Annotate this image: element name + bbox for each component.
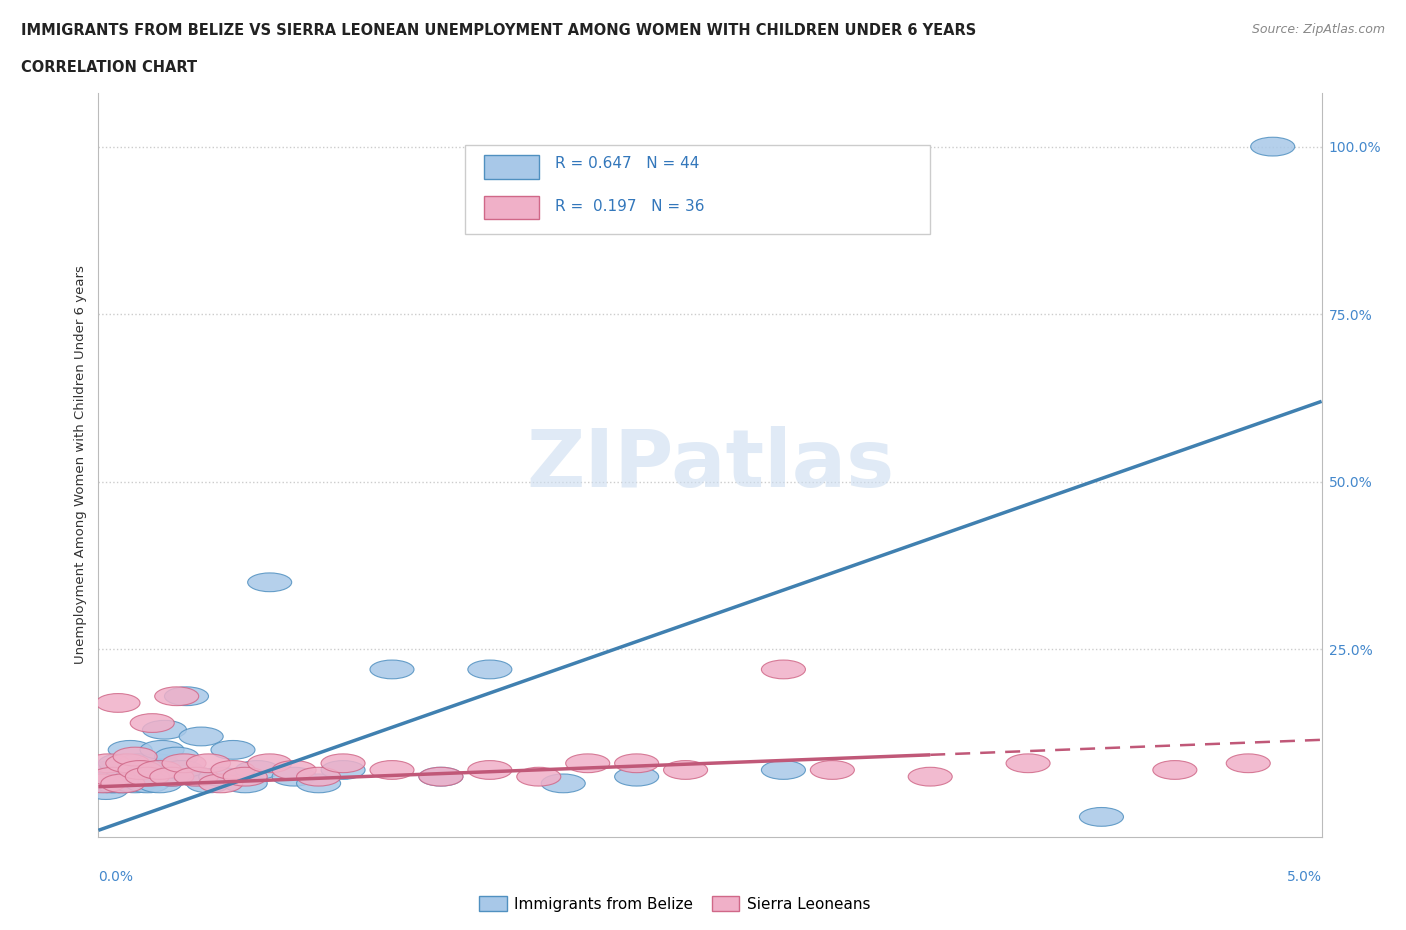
- Ellipse shape: [101, 774, 145, 792]
- Ellipse shape: [131, 761, 174, 779]
- Ellipse shape: [1007, 754, 1050, 773]
- Ellipse shape: [112, 747, 157, 766]
- Ellipse shape: [91, 767, 135, 786]
- Ellipse shape: [155, 687, 198, 706]
- Ellipse shape: [565, 754, 610, 773]
- Ellipse shape: [82, 774, 125, 792]
- Text: R = 0.647   N = 44: R = 0.647 N = 44: [555, 156, 699, 171]
- Ellipse shape: [908, 767, 952, 786]
- Ellipse shape: [1080, 807, 1123, 826]
- Ellipse shape: [370, 660, 413, 679]
- Ellipse shape: [614, 767, 658, 786]
- Ellipse shape: [273, 767, 316, 786]
- FancyBboxPatch shape: [484, 154, 538, 179]
- Ellipse shape: [155, 747, 198, 766]
- Ellipse shape: [141, 740, 184, 759]
- Ellipse shape: [150, 767, 194, 786]
- Ellipse shape: [297, 774, 340, 792]
- Ellipse shape: [125, 774, 169, 792]
- Ellipse shape: [273, 761, 316, 779]
- Ellipse shape: [321, 754, 366, 773]
- Ellipse shape: [165, 687, 208, 706]
- Ellipse shape: [198, 767, 243, 786]
- Ellipse shape: [297, 767, 340, 786]
- Ellipse shape: [762, 660, 806, 679]
- Ellipse shape: [235, 761, 280, 779]
- Text: IMMIGRANTS FROM BELIZE VS SIERRA LEONEAN UNEMPLOYMENT AMONG WOMEN WITH CHILDREN : IMMIGRANTS FROM BELIZE VS SIERRA LEONEAN…: [21, 23, 976, 38]
- Ellipse shape: [105, 754, 150, 773]
- Ellipse shape: [198, 774, 243, 792]
- Ellipse shape: [179, 727, 224, 746]
- Ellipse shape: [321, 761, 366, 779]
- Ellipse shape: [135, 754, 179, 773]
- Ellipse shape: [98, 754, 142, 773]
- Ellipse shape: [762, 761, 806, 779]
- FancyBboxPatch shape: [465, 145, 931, 234]
- Ellipse shape: [468, 660, 512, 679]
- Ellipse shape: [94, 774, 138, 792]
- Ellipse shape: [101, 774, 145, 792]
- Ellipse shape: [115, 767, 160, 786]
- Ellipse shape: [810, 761, 855, 779]
- Ellipse shape: [541, 774, 585, 792]
- Y-axis label: Unemployment Among Women with Children Under 6 years: Unemployment Among Women with Children U…: [75, 266, 87, 664]
- Ellipse shape: [84, 780, 128, 800]
- Ellipse shape: [419, 767, 463, 786]
- Ellipse shape: [121, 767, 165, 786]
- Ellipse shape: [96, 767, 141, 786]
- Ellipse shape: [1226, 754, 1270, 773]
- Text: Source: ZipAtlas.com: Source: ZipAtlas.com: [1251, 23, 1385, 36]
- Ellipse shape: [118, 761, 162, 779]
- Ellipse shape: [96, 694, 141, 712]
- Ellipse shape: [86, 754, 131, 773]
- Ellipse shape: [224, 774, 267, 792]
- FancyBboxPatch shape: [484, 195, 538, 219]
- Ellipse shape: [247, 573, 291, 591]
- Ellipse shape: [1153, 761, 1197, 779]
- Text: R =  0.197   N = 36: R = 0.197 N = 36: [555, 199, 704, 214]
- Ellipse shape: [247, 754, 291, 773]
- Ellipse shape: [82, 774, 125, 792]
- Ellipse shape: [118, 754, 162, 773]
- Ellipse shape: [370, 761, 413, 779]
- Ellipse shape: [138, 761, 181, 779]
- Ellipse shape: [187, 754, 231, 773]
- Ellipse shape: [89, 774, 132, 792]
- Ellipse shape: [91, 761, 135, 779]
- Ellipse shape: [108, 740, 152, 759]
- Ellipse shape: [468, 761, 512, 779]
- Text: ZIPatlas: ZIPatlas: [526, 426, 894, 504]
- Ellipse shape: [517, 767, 561, 786]
- Ellipse shape: [142, 721, 187, 739]
- Ellipse shape: [174, 767, 218, 786]
- Ellipse shape: [211, 761, 254, 779]
- Ellipse shape: [138, 774, 181, 792]
- Ellipse shape: [664, 761, 707, 779]
- Ellipse shape: [211, 740, 254, 759]
- Ellipse shape: [419, 767, 463, 786]
- Ellipse shape: [86, 767, 131, 786]
- Ellipse shape: [614, 754, 658, 773]
- Text: 5.0%: 5.0%: [1286, 870, 1322, 884]
- Ellipse shape: [224, 767, 267, 786]
- Ellipse shape: [105, 767, 150, 786]
- Ellipse shape: [162, 754, 207, 773]
- Ellipse shape: [112, 774, 157, 792]
- Ellipse shape: [125, 767, 169, 786]
- Text: CORRELATION CHART: CORRELATION CHART: [21, 60, 197, 75]
- Text: 0.0%: 0.0%: [98, 870, 134, 884]
- Ellipse shape: [150, 767, 194, 786]
- Legend: Immigrants from Belize, Sierra Leoneans: Immigrants from Belize, Sierra Leoneans: [474, 889, 876, 918]
- Ellipse shape: [160, 761, 204, 779]
- Ellipse shape: [131, 713, 174, 733]
- Ellipse shape: [1251, 138, 1295, 156]
- Ellipse shape: [174, 767, 218, 786]
- Ellipse shape: [187, 774, 231, 792]
